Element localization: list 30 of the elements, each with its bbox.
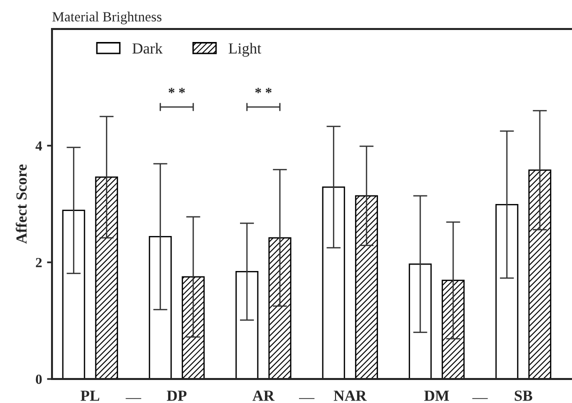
x-tick-label: AR — [252, 390, 275, 401]
bar — [442, 280, 465, 379]
bar — [235, 271, 258, 379]
legend-label: Dark — [132, 42, 163, 54]
text: — — [472, 398, 488, 399]
text: — — [126, 398, 142, 399]
x-tick-label: DM — [424, 390, 449, 401]
x-tick-label: DP — [166, 390, 187, 401]
chart-title: Material Brightness — [52, 12, 162, 24]
y-tick-label: 4 — [36, 141, 42, 150]
bar — [62, 210, 86, 379]
y-tick-label: 0 — [36, 374, 42, 384]
text: — — [298, 398, 314, 399]
bar — [528, 170, 552, 379]
annotation: * * — [168, 88, 185, 94]
annotation: * * — [255, 88, 272, 94]
y-axis-title: Affect Score — [16, 164, 27, 244]
bar — [495, 204, 518, 379]
x-tick-label: NAR — [334, 390, 367, 401]
y-tick-label: 2 — [36, 258, 42, 268]
bar — [408, 263, 432, 379]
bar — [148, 236, 172, 379]
legend-label: Light — [228, 42, 262, 57]
bar — [268, 237, 292, 379]
bar — [95, 176, 118, 379]
x-tick-label: SB — [514, 390, 532, 401]
x-tick-label: PL — [80, 390, 100, 401]
bar — [322, 186, 346, 379]
bar — [182, 276, 205, 379]
bar — [355, 195, 378, 379]
